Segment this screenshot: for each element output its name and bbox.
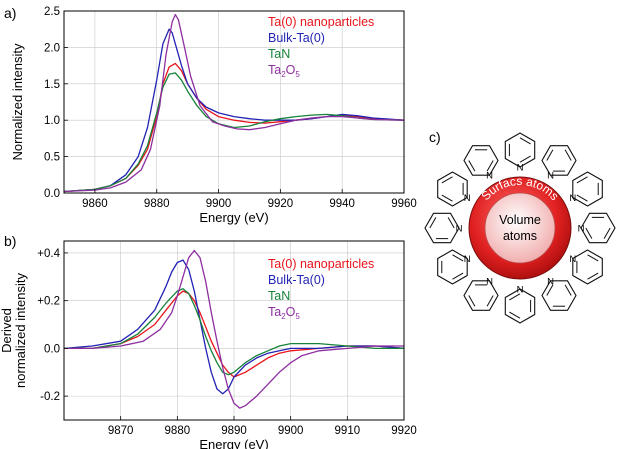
pyridine-ring-4: N bbox=[569, 249, 603, 285]
chart-b-xlabel: Energy (eV) bbox=[199, 437, 268, 449]
chart-a-series-line-2 bbox=[63, 72, 405, 193]
pyridine-ring-5: N bbox=[541, 276, 577, 311]
chart-b-series-line-2 bbox=[64, 288, 404, 376]
chart-b-ytick-label-2: +0.2 bbox=[37, 296, 60, 308]
chart-a-xtick-label-3: 9920 bbox=[268, 198, 294, 210]
chart-a-series-line-1 bbox=[63, 28, 405, 193]
chart-b-ytick-label-0: -0.2 bbox=[40, 391, 60, 403]
legend-entry-chart-a-2: TaN bbox=[268, 47, 290, 61]
chart-a: 9860 9880 9900 9920 9940 9960 0.0 0.5 1.0 1.5 2.0 2… bbox=[10, 6, 417, 225]
nitrogen-atom-label-5: N bbox=[547, 276, 554, 287]
nitrogen-atom-label-1: N bbox=[547, 171, 554, 182]
pyridine-ring-11: N bbox=[463, 145, 499, 182]
chart-b-series-line-1 bbox=[63, 259, 405, 395]
chart-a-ytick-label-2: 1.0 bbox=[44, 115, 60, 127]
chart-b-series-line-3 bbox=[64, 249, 404, 409]
nitrogen-atom-label-0: N bbox=[517, 163, 524, 174]
chart-b-xtick-label-3: 9900 bbox=[278, 425, 304, 437]
panel-label-c: c) bbox=[429, 129, 441, 145]
panel-label-b: b) bbox=[4, 233, 16, 249]
nitrogen-atom-label-2: N bbox=[569, 193, 576, 204]
pyridine-ring-1: N bbox=[541, 145, 577, 182]
chart-b-ylabel-line1: Derived bbox=[0, 308, 14, 353]
chart-a-grid bbox=[64, 10, 405, 194]
legend-entry-chart-b-2: TaN bbox=[268, 289, 290, 303]
chart-a-xtick-label-0: 9860 bbox=[82, 198, 108, 210]
chart-a-xtick-label-5: 9960 bbox=[391, 198, 417, 210]
chart-a-ytick-label-0: 0.0 bbox=[44, 188, 60, 200]
pyridine-ring-3: N bbox=[578, 212, 616, 244]
pyridine-ring-6: N bbox=[504, 285, 536, 324]
legend-entry-chart-b-1: Bulk-Ta(0) bbox=[268, 273, 325, 287]
pyridine-ring-7: N bbox=[463, 276, 499, 311]
legend-entry-chart-a-3: Ta2O5 bbox=[268, 63, 300, 79]
pyridine-ring-0: N bbox=[504, 132, 536, 174]
chart-b-ytick-label-3: +0.4 bbox=[37, 248, 60, 260]
nitrogen-atom-label-9: N bbox=[456, 224, 463, 235]
chart-b-ylabel-line2: normalized intensity bbox=[13, 273, 28, 388]
pyridine-ring-2: N bbox=[569, 171, 603, 207]
chart-b-xtick-label-0: 9870 bbox=[108, 425, 134, 437]
nitrogen-atom-label-7: N bbox=[486, 276, 493, 287]
legend-entry-chart-b-0: Ta(0) nanoparticles bbox=[268, 257, 374, 271]
nitrogen-atom-label-4: N bbox=[569, 254, 576, 265]
chart-a-series bbox=[63, 13, 405, 193]
chart-b-xtick-label-4: 9910 bbox=[335, 425, 361, 437]
nitrogen-atom-label-11: N bbox=[486, 171, 493, 182]
pyridine-ring-9: N bbox=[424, 212, 463, 244]
nitrogen-atom-label-8: N bbox=[464, 254, 471, 265]
chart-a-ticks: 9860 9880 9900 9920 9940 9960 0.0 0.5 1.0 1.5 2.0 2… bbox=[44, 6, 417, 210]
chart-a-ytick-label-4: 2.0 bbox=[44, 42, 60, 54]
volume-atoms-label-line2: atoms bbox=[503, 229, 537, 243]
chart-a-xtick-label-1: 9880 bbox=[144, 198, 170, 210]
chart-a-ytick-label-5: 2.5 bbox=[44, 6, 60, 18]
chart-a-ytick-label-1: 0.5 bbox=[44, 152, 60, 164]
chart-a-xtick-label-2: 9900 bbox=[206, 198, 232, 210]
legend-entry-chart-b-3: Ta2O5 bbox=[268, 305, 300, 321]
pyridine-ring-8: N bbox=[437, 249, 471, 285]
chart-a-frame bbox=[63, 10, 405, 194]
chart-b-xtick-label-1: 9880 bbox=[165, 425, 191, 437]
chart-b-series-line-0 bbox=[64, 290, 405, 378]
chart-a-ylabel: Normalized intensity bbox=[10, 43, 25, 161]
chart-b-xtick-label-2: 9890 bbox=[221, 425, 247, 437]
chart-a-ytick-label-3: 1.5 bbox=[44, 79, 60, 91]
volume-atoms-label-line1: Volume bbox=[499, 213, 541, 227]
pyridine-ring-10: N bbox=[437, 171, 471, 207]
chart-a-xlabel: Energy (eV) bbox=[199, 210, 268, 225]
volume-atoms-core bbox=[484, 192, 556, 264]
chart-b-legend: Ta(0) nanoparticles Bulk-Ta(0) TaN Ta2O5 bbox=[268, 257, 374, 321]
pyridine-ligand-shell: N N N N N N N N N N N N bbox=[424, 132, 616, 324]
nitrogen-atom-label-6: N bbox=[517, 285, 524, 296]
chart-a-xtick-label-4: 9940 bbox=[329, 198, 355, 210]
chart-b-ticks: 9870 9880 9890 9900 9910 9920 -0.2 0.0 +0.2 +0.4 bbox=[37, 248, 417, 437]
nitrogen-atom-label-3: N bbox=[578, 224, 585, 235]
chart-b-series bbox=[63, 249, 405, 409]
legend-entry-chart-a-0: Ta(0) nanoparticles bbox=[268, 15, 374, 29]
chart-b-xtick-label-5: 9920 bbox=[391, 425, 417, 437]
chart-a-series-line-3 bbox=[63, 13, 405, 193]
chart-b-ytick-label-1: 0.0 bbox=[44, 343, 60, 355]
chart-a-legend: Ta(0) nanoparticles Bulk-Ta(0) TaN Ta2O5 bbox=[268, 15, 374, 79]
panel-label-a: a) bbox=[4, 5, 16, 21]
chart-b-frame bbox=[63, 240, 405, 421]
legend-entry-chart-a-1: Bulk-Ta(0) bbox=[268, 31, 325, 45]
nitrogen-atom-label-10: N bbox=[464, 193, 471, 204]
chart-b: 9870 9880 9890 9900 9910 9920-0.20.0+0.2+0.4 … bbox=[0, 240, 417, 449]
